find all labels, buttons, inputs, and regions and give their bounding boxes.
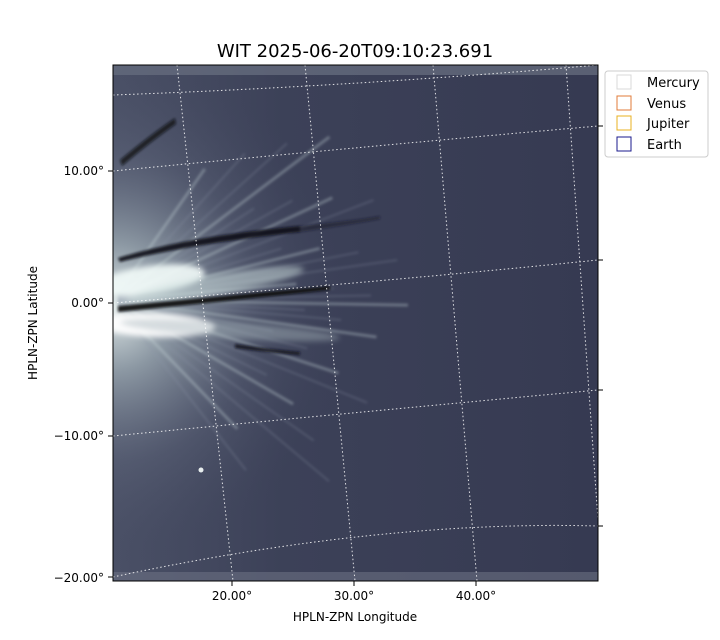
legend-label-mercury: Mercury (647, 76, 700, 91)
dark-lane-center (118, 286, 330, 312)
chart-title: WIT 2025-06-20T09:10:23.691 (217, 41, 493, 62)
y-tick-label-minus20: −20.00° (54, 571, 104, 585)
right-ticks (598, 125, 603, 527)
grid-lat-plus10 (113, 125, 598, 172)
grid-lat-plus15 (113, 65, 598, 96)
coordinate-grid (113, 65, 598, 581)
legend-label-earth: Earth (647, 138, 682, 153)
legend-swatch-earth (616, 136, 632, 152)
bright-streamer-faint (120, 318, 340, 342)
bright-streamer-mid (126, 266, 304, 304)
dark-lane-edge-right (300, 216, 380, 232)
grid-lat-minus10 (113, 389, 598, 437)
grid-lat-0 (113, 259, 598, 304)
bright-spot (198, 467, 204, 473)
y-tick-label-0: 0.00° (71, 296, 104, 310)
dark-lane-lower (235, 344, 300, 355)
plot-frame (112, 64, 599, 582)
legend-swatch-venus (616, 95, 632, 111)
legend-frame (604, 70, 709, 158)
dark-lane-upper (118, 226, 300, 262)
y-tick-label-minus10: −10.00° (54, 429, 104, 443)
x-axis: 20.00° 30.00° 40.00° HPLN-ZPN Longitude (212, 581, 496, 624)
dark-lane-top (120, 118, 176, 166)
grid-lon-25 (304, 65, 356, 581)
dark-lanes (118, 118, 380, 355)
bright-streamers (113, 264, 340, 342)
y-axis-label: HPLN-ZPN Latitude (26, 266, 40, 380)
grid-lon-15 (176, 65, 234, 581)
legend-label-jupiter: Jupiter (646, 117, 690, 132)
legend-label-venus: Venus (647, 97, 686, 112)
x-axis-label: HPLN-ZPN Longitude (293, 610, 417, 624)
x-tick-label-20: 20.00° (212, 589, 252, 603)
legend: Mercury Venus Jupiter Earth (604, 70, 709, 158)
legend-swatch-mercury (616, 74, 632, 90)
x-tick-label-30: 30.00° (334, 589, 374, 603)
y-axis: 10.00° 0.00° −10.00° −20.00° HPLN-ZPN La… (26, 164, 113, 585)
grid-lon-45 (565, 65, 598, 521)
legend-swatch-jupiter (616, 115, 632, 131)
y-tick-label-10: 10.00° (64, 164, 104, 178)
plot-area (113, 65, 598, 581)
x-tick-label-40: 40.00° (456, 589, 496, 603)
